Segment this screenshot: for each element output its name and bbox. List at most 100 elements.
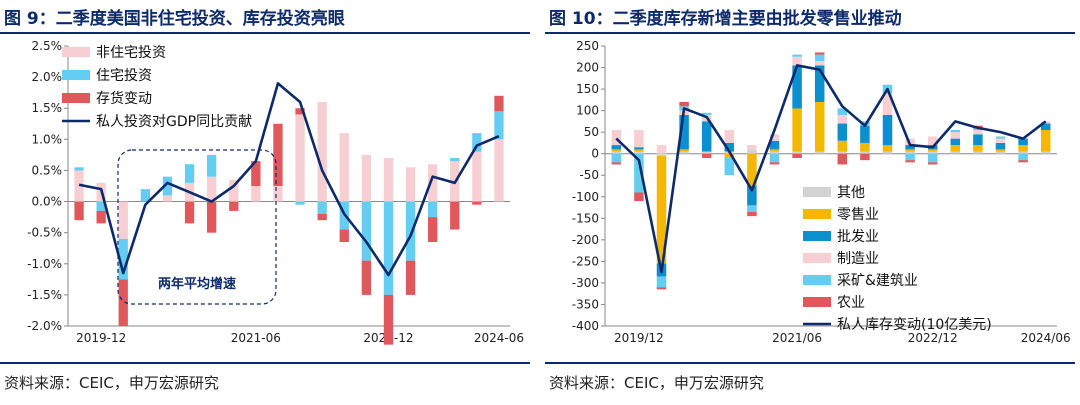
legend-swatch <box>803 253 831 263</box>
bar-segment <box>295 114 305 202</box>
bar-segment <box>251 186 261 202</box>
bar-segment <box>792 65 802 109</box>
bar-segment <box>472 201 482 205</box>
bar-segment <box>339 229 349 242</box>
bar-segment <box>656 145 667 154</box>
bar-segment <box>74 201 84 221</box>
y-tick-label: 2.0% <box>32 70 63 84</box>
bar-segment <box>494 95 504 112</box>
bar-segment <box>814 102 825 152</box>
bar-segment <box>656 287 667 290</box>
bar-segment <box>317 201 327 214</box>
bar-segment <box>405 260 416 295</box>
bar-segment <box>995 138 1006 143</box>
bar-segment <box>927 153 938 163</box>
bar-segment <box>679 149 689 152</box>
bar-segment <box>317 102 327 202</box>
bar-segment <box>837 153 848 165</box>
y-tick-label: -200 <box>572 233 599 247</box>
right-chart: -400 -350 -300 -250 -200 -150 -100 -50 0 50 100 150… <box>572 39 1071 345</box>
bar-segment <box>950 151 961 154</box>
bar-segment <box>383 201 394 295</box>
bar-segment <box>118 279 128 326</box>
legend-swatch <box>803 231 831 241</box>
bar-segment <box>973 145 983 152</box>
bar-segment <box>207 201 217 233</box>
legend-label: 其他 <box>837 185 865 201</box>
bar-segment <box>1018 151 1028 154</box>
y-tick-label: -50 <box>579 168 599 182</box>
bar-segment <box>184 164 195 183</box>
x-tick-label: 2021-06 <box>231 331 281 345</box>
bar-segment <box>207 176 217 202</box>
bar-segment <box>837 123 848 141</box>
left-chart: -2.0% -1.5% -1.0% -0.5% 0.0% 0.5% 1.0% 1.5% 2.0%… <box>27 39 524 345</box>
bar-segment <box>701 121 712 152</box>
bar-segment <box>184 201 195 224</box>
bar-segment <box>769 151 780 154</box>
bar-segment <box>450 201 460 230</box>
bar-segment <box>792 151 802 154</box>
legend-label: 制造业 <box>837 251 879 267</box>
bar-segment <box>229 179 239 202</box>
y-tick-label: -400 <box>572 319 599 333</box>
bar-segment <box>494 139 504 202</box>
bar-segment <box>1040 123 1051 130</box>
legend-swatch <box>62 70 90 80</box>
bar-segment <box>472 151 482 202</box>
bar-segment <box>882 114 893 146</box>
bar-segment <box>679 102 689 107</box>
bar-segment <box>634 130 644 148</box>
bar-segment <box>905 160 915 163</box>
bar-segment <box>973 130 983 135</box>
bar-segment <box>882 145 893 152</box>
bar-segment <box>995 142 1006 150</box>
bar-segment <box>383 294 394 345</box>
bar-segment <box>317 214 327 221</box>
bar-segment <box>927 151 938 154</box>
bar-segment <box>118 238 128 280</box>
bar-segment <box>450 158 460 162</box>
bar-segment <box>273 123 283 186</box>
bar-segment <box>747 211 757 217</box>
legend-label: 住宅投资 <box>96 68 152 84</box>
bar-segment <box>814 54 825 62</box>
series-line <box>78 82 500 277</box>
bar-segment <box>747 205 757 212</box>
y-tick-label: 50 <box>584 125 599 139</box>
bar-segment <box>74 167 84 171</box>
right-chart-title: 图 10：二季度库存新增主要由批发零售业推动 <box>549 9 902 29</box>
series-line <box>615 64 1047 274</box>
left-footer-rule <box>0 362 530 364</box>
bar-segment <box>251 161 261 186</box>
annotation-box <box>117 149 277 305</box>
bar-segment <box>950 145 961 152</box>
bar-segment <box>361 154 371 202</box>
bar-segment <box>207 154 217 177</box>
bar-segment <box>860 151 870 154</box>
y-tick-label: -250 <box>572 254 599 268</box>
bar-segment <box>1018 138 1028 146</box>
bar-segment <box>656 276 667 288</box>
bar-segment <box>295 201 305 205</box>
y-tick-label: -0.5% <box>27 226 62 240</box>
bar-segment <box>724 158 735 176</box>
legend-label: 私人库存变动(10亿美元) <box>837 317 992 333</box>
bar-segment <box>769 140 780 150</box>
legend-label: 存货变动 <box>96 90 152 107</box>
left-title-rule <box>0 32 530 34</box>
bar-segment <box>634 149 644 152</box>
x-tick-label: 2021/06 <box>772 331 822 345</box>
y-tick-label: 0.0% <box>32 195 63 209</box>
bar-segment <box>634 151 644 154</box>
bar-segment <box>383 158 394 202</box>
legend-label: 农业 <box>837 295 865 311</box>
legend-swatch <box>803 297 831 307</box>
bar-segment <box>882 151 893 154</box>
bar-segment <box>837 140 848 152</box>
bar-segment <box>950 138 961 146</box>
bar-segment <box>96 201 106 211</box>
y-tick-label: -1.0% <box>27 257 62 271</box>
bar-segment <box>927 149 938 152</box>
bar-segment <box>927 136 938 146</box>
